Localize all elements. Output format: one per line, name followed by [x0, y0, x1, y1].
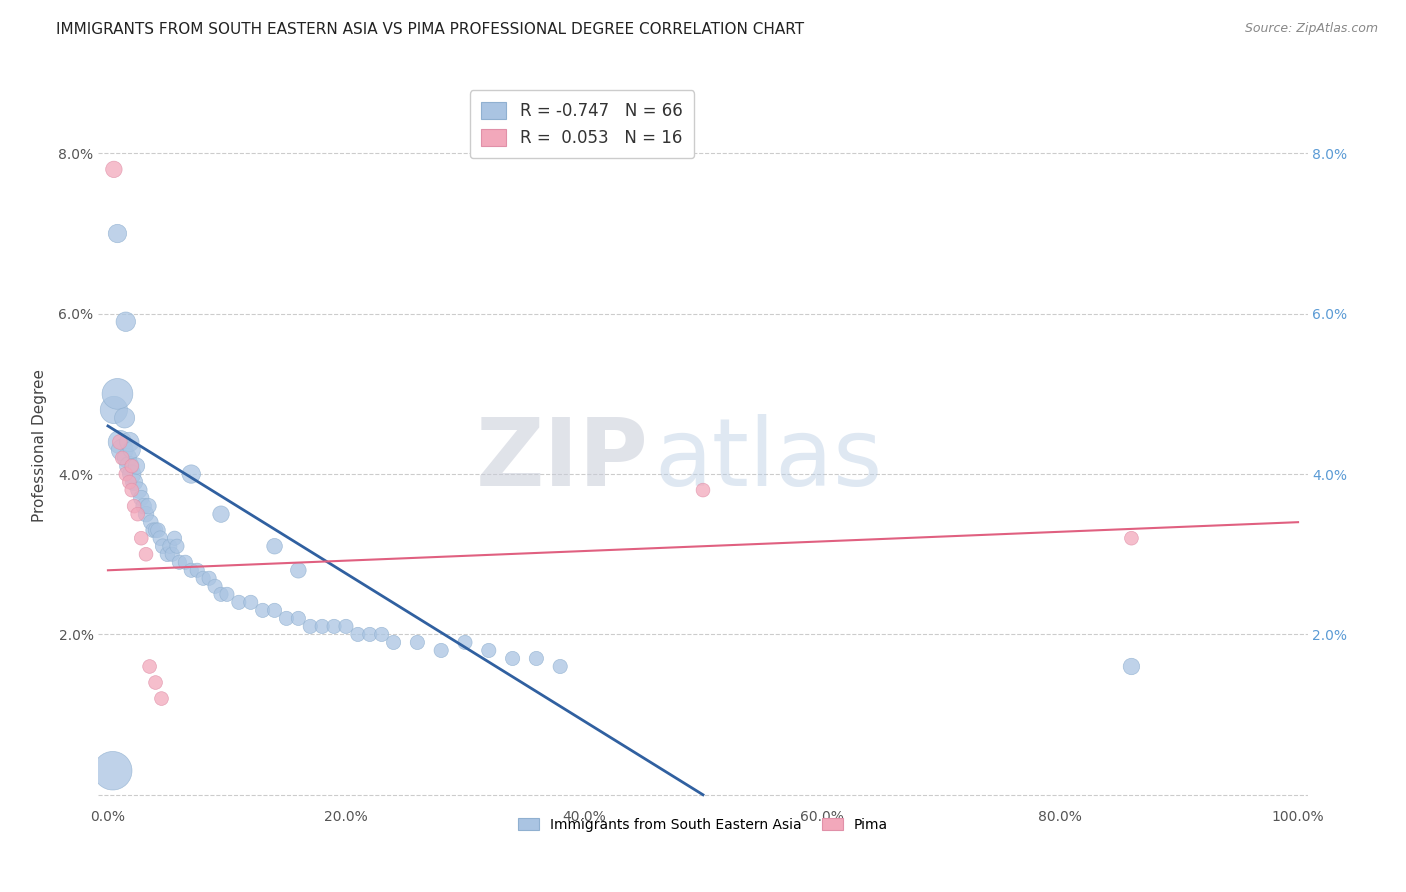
Point [1121, 531, 1143, 545]
Point [359, 627, 381, 641]
Point [524, 651, 547, 665]
Point [191, 571, 214, 585]
Point [138, 499, 160, 513]
Point [139, 515, 162, 529]
Y-axis label: Professional Degree: Professional Degree [32, 369, 48, 523]
Point [174, 555, 197, 569]
Point [239, 595, 262, 609]
Point [311, 619, 333, 633]
Point [287, 611, 309, 625]
Point [142, 523, 165, 537]
Point [118, 475, 141, 489]
Point [430, 643, 453, 657]
Point [114, 411, 136, 425]
Point [111, 450, 134, 465]
Point [121, 483, 143, 497]
Text: ZIP: ZIP [475, 414, 648, 507]
Point [347, 627, 370, 641]
Point [101, 764, 124, 778]
Point [114, 467, 136, 481]
Text: Source: ZipAtlas.com: Source: ZipAtlas.com [1244, 22, 1378, 36]
Point [145, 675, 167, 690]
Point [122, 499, 145, 513]
Point [108, 435, 131, 450]
Point [1121, 659, 1143, 673]
Point [163, 531, 186, 545]
Point [198, 571, 221, 585]
Point [548, 659, 571, 673]
Point [111, 442, 134, 457]
Point [478, 643, 501, 657]
Point [382, 635, 405, 649]
Point [107, 387, 129, 401]
Text: atlas: atlas [655, 414, 883, 507]
Point [107, 227, 129, 241]
Point [121, 467, 143, 481]
Point [132, 499, 155, 513]
Point [115, 450, 138, 465]
Point [180, 563, 202, 577]
Point [118, 458, 141, 473]
Point [121, 442, 143, 457]
Point [125, 458, 148, 473]
Point [135, 547, 157, 561]
Point [121, 458, 143, 473]
Point [118, 435, 141, 450]
Point [145, 523, 167, 537]
Point [152, 539, 174, 553]
Point [138, 659, 160, 673]
Point [129, 491, 152, 505]
Point [692, 483, 714, 497]
Point [169, 555, 191, 569]
Point [370, 627, 392, 641]
Point [287, 563, 309, 577]
Point [128, 483, 150, 497]
Point [103, 403, 125, 417]
Point [263, 603, 285, 617]
Point [335, 619, 357, 633]
Point [209, 587, 232, 601]
Point [166, 539, 188, 553]
Point [180, 467, 202, 481]
Point [160, 547, 183, 561]
Point [454, 635, 477, 649]
Point [323, 619, 346, 633]
Point [159, 539, 181, 553]
Point [502, 651, 524, 665]
Point [215, 587, 238, 601]
Point [146, 523, 169, 537]
Point [135, 507, 157, 521]
Point [276, 611, 298, 625]
Text: IMMIGRANTS FROM SOUTH EASTERN ASIA VS PIMA PROFESSIONAL DEGREE CORRELATION CHART: IMMIGRANTS FROM SOUTH EASTERN ASIA VS PI… [56, 22, 804, 37]
Point [127, 507, 149, 521]
Point [228, 595, 250, 609]
Point [122, 475, 145, 489]
Point [252, 603, 274, 617]
Point [209, 507, 232, 521]
Point [114, 315, 136, 329]
Point [186, 563, 208, 577]
Point [108, 435, 131, 450]
Point [149, 531, 172, 545]
Legend: Immigrants from South Eastern Asia, Pima: Immigrants from South Eastern Asia, Pima [510, 811, 896, 838]
Point [299, 619, 322, 633]
Point [129, 531, 152, 545]
Point [406, 635, 429, 649]
Point [150, 691, 173, 706]
Point [103, 162, 125, 177]
Point [204, 579, 226, 593]
Point [263, 539, 285, 553]
Point [156, 547, 179, 561]
